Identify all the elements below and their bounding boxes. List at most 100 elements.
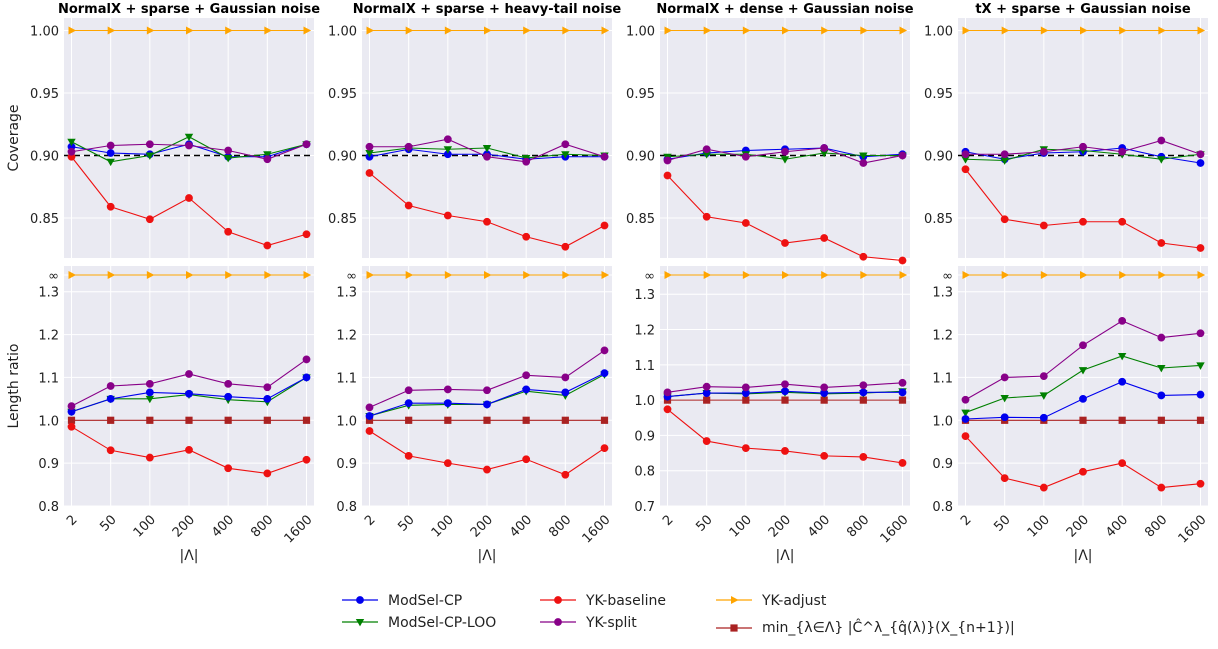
legend-marker — [554, 596, 562, 604]
y-tick-label: 1.1 — [336, 371, 357, 386]
data-point-oracle — [820, 396, 828, 404]
data-point-yk-baseline — [67, 422, 76, 431]
data-point-yk-adjust — [405, 26, 414, 35]
coverage-panel-1: 0.85 0.90 0.95 1.00 NormalX + sparse + Gauss… — [30, 2, 320, 258]
x-axis-label: |Λ| — [477, 548, 496, 564]
x-tick-label: 100 — [429, 512, 457, 540]
x-tick-label: 200 — [468, 512, 496, 540]
legend-label: ModSel-CP-LOO — [388, 615, 496, 631]
x-tick-label: 800 — [546, 512, 574, 540]
data-point-yk-adjust — [1040, 271, 1049, 279]
coverage-panel-4: 0.85 0.90 0.95 1.00 tX + sparse + Gaussian n… — [924, 2, 1208, 258]
data-point-yk-split — [145, 140, 154, 149]
data-point-yk-adjust — [186, 26, 194, 35]
data-point-oracle — [1118, 416, 1126, 424]
data-point-yk-adjust — [303, 26, 312, 35]
data-point-modsel-cp — [1039, 413, 1048, 422]
data-point-yk-split — [443, 135, 452, 144]
data-point-yk-adjust — [703, 271, 712, 279]
data-point-oracle — [703, 396, 711, 404]
data-point-yk-adjust — [225, 271, 233, 279]
data-point-modsel-cp-loo — [1196, 362, 1205, 370]
data-point-modsel-cp-loo — [67, 138, 76, 147]
legend-item-modsel-cp: ModSel-CP — [342, 593, 462, 609]
data-point-yk-baseline — [224, 464, 233, 473]
data-point-modsel-cp — [185, 389, 193, 398]
data-point-yk-adjust — [107, 271, 116, 279]
data-point-yk-baseline — [185, 445, 193, 454]
data-point-yk-split — [859, 159, 868, 167]
y-tick-label: 1.3 — [932, 286, 953, 301]
x-tick-label: 400 — [1103, 512, 1131, 540]
data-point-yk-baseline — [859, 252, 868, 261]
y-tick-label: 1.3 — [336, 286, 357, 301]
x-tick-label: 2 — [660, 512, 676, 528]
data-point-oracle — [107, 416, 115, 424]
data-point-yk-split — [898, 378, 907, 387]
data-point-yk-adjust — [484, 26, 492, 35]
data-point-yk-baseline — [1196, 479, 1205, 488]
data-point-yk-adjust — [860, 271, 868, 279]
data-point-modsel-cp-loo — [961, 409, 970, 417]
x-axis-label: |Λ| — [775, 548, 794, 564]
data-point-yk-split — [1196, 150, 1205, 159]
y-tick-label: 0.9 — [336, 457, 357, 472]
data-point-yk-adjust — [1001, 271, 1010, 279]
data-point-yk-adjust — [664, 271, 673, 279]
data-point-yk-split — [522, 371, 531, 380]
data-point-modsel-cp — [522, 385, 531, 394]
data-point-modsel-cp-loo — [859, 152, 868, 160]
data-point-oracle — [67, 416, 76, 424]
data-point-modsel-cp-loo — [1157, 365, 1166, 373]
y-tick-label: 1.2 — [38, 329, 59, 344]
data-point-yk-adjust — [484, 271, 492, 279]
x-tick-label: 2 — [362, 512, 378, 528]
x-tick-label: 50 — [97, 512, 119, 534]
data-point-modsel-cp-loo — [145, 395, 155, 404]
data-point-yk-split — [663, 156, 672, 165]
legend-label: YK-adjust — [761, 593, 827, 609]
data-point-yk-adjust — [601, 271, 610, 279]
x-tick-label: 100 — [131, 512, 159, 540]
data-point-modsel-cp — [859, 388, 868, 397]
data-point-yk-split — [443, 385, 452, 394]
data-point-modsel-cp-loo — [443, 146, 453, 154]
y-tick-label: 0.8 — [634, 465, 655, 480]
data-point-yk-baseline — [702, 437, 711, 445]
x-axis-label: |Λ| — [1073, 548, 1092, 564]
data-point-yk-adjust — [860, 26, 868, 35]
data-point-yk-baseline — [185, 194, 193, 202]
data-point-yk-baseline — [263, 469, 272, 478]
data-point-yk-baseline — [443, 459, 452, 468]
panel-title: NormalX + sparse + Gaussian noise — [58, 2, 320, 17]
data-point-modsel-cp — [781, 387, 789, 396]
data-point-yk-adjust — [523, 271, 531, 279]
data-point-yk-baseline — [820, 234, 829, 242]
data-point-yk-split — [483, 152, 491, 161]
data-point-yk-baseline — [1118, 459, 1127, 468]
data-point-yk-baseline — [365, 169, 374, 177]
x-tick-label: 1600 — [580, 512, 614, 546]
data-point-modsel-cp-loo — [1000, 157, 1009, 165]
y-tick-label-infinity: ∞ — [644, 269, 655, 284]
legend-item-modsel-cp-loo: ModSel-CP-LOO — [342, 615, 496, 631]
data-point-modsel-cp — [263, 394, 272, 403]
legend-label: YK-baseline — [585, 593, 666, 609]
x-tick-label: 50 — [395, 512, 417, 534]
data-point-yk-split — [561, 140, 570, 149]
data-point-yk-split — [224, 146, 233, 155]
data-point-yk-split — [600, 346, 609, 355]
y-tick-label: 0.90 — [626, 150, 655, 165]
y-tick-label: 0.9 — [932, 457, 953, 472]
data-point-yk-split — [1079, 341, 1087, 350]
data-point-oracle — [898, 396, 907, 404]
x-tick-label: 2 — [64, 512, 80, 528]
data-point-oracle — [444, 416, 452, 424]
x-tick-label: 200 — [1064, 512, 1092, 540]
data-point-yk-split — [145, 379, 154, 388]
y-axis-label-length-ratio: Length ratio — [6, 343, 22, 428]
y-tick-label: 0.8 — [932, 500, 953, 515]
data-point-yk-adjust — [264, 26, 272, 35]
data-point-yk-split — [185, 370, 193, 378]
data-point-modsel-cp-loo — [1117, 353, 1127, 361]
